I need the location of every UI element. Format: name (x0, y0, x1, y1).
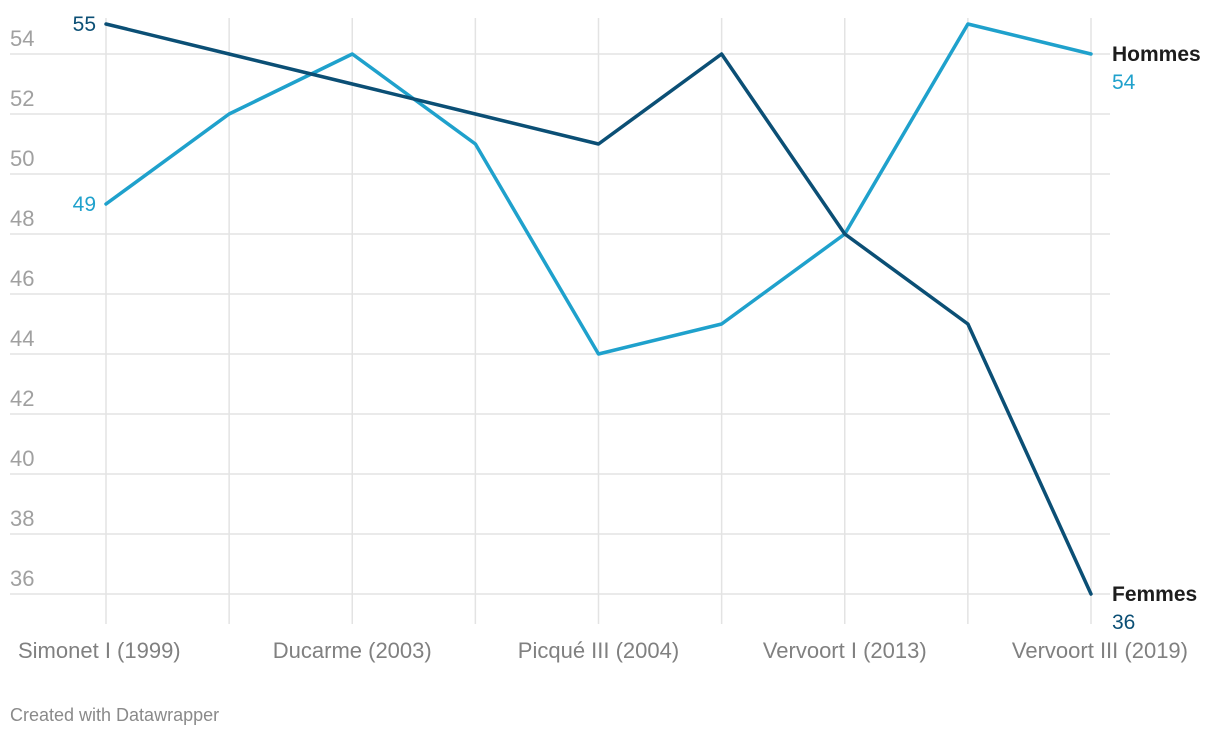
x-tick-label: Vervoort I (2013) (763, 638, 927, 663)
line-chart: 36 38 40 42 44 46 48 50 52 54 Simonet I (1999) Duc… (10, 13, 1201, 663)
y-tick-label: 48 (10, 206, 34, 231)
series-line-femmes (104, 22, 1093, 596)
y-tick-label: 40 (10, 446, 34, 471)
end-value-label-femmes: 36 (1112, 611, 1135, 634)
y-axis-ticks: 36 38 40 42 44 46 48 50 52 54 (10, 26, 34, 591)
y-tick-label: 44 (10, 326, 34, 351)
series-name-label-hommes: Hommes (1112, 43, 1201, 66)
start-value-label-femmes: 55 (73, 13, 96, 36)
start-value-label-hommes: 49 (73, 193, 96, 216)
y-tick-label: 36 (10, 566, 34, 591)
y-tick-label: 38 (10, 506, 34, 531)
x-tick-label: Ducarme (2003) (273, 638, 432, 663)
grid (10, 18, 1110, 624)
end-value-label-hommes: 54 (1112, 71, 1136, 94)
x-tick-label: Picqué III (2004) (518, 638, 679, 663)
x-axis-ticks: Simonet I (1999) Ducarme (2003) Picqué III… (18, 638, 1188, 663)
y-tick-label: 52 (10, 86, 34, 111)
series-line-hommes (104, 22, 1093, 356)
y-tick-label: 50 (10, 146, 34, 171)
y-tick-label: 54 (10, 26, 34, 51)
credit-text: Created with Datawrapper (10, 705, 220, 725)
y-tick-label: 46 (10, 266, 34, 291)
x-tick-label: Simonet I (1999) (18, 638, 181, 663)
y-tick-label: 42 (10, 386, 34, 411)
series-name-label-femmes: Femmes (1112, 583, 1197, 606)
series-lines (104, 22, 1093, 596)
x-tick-label: Vervoort III (2019) (1012, 638, 1188, 663)
series-labels: 49 Hommes 54 55 Femmes 36 (73, 13, 1201, 634)
